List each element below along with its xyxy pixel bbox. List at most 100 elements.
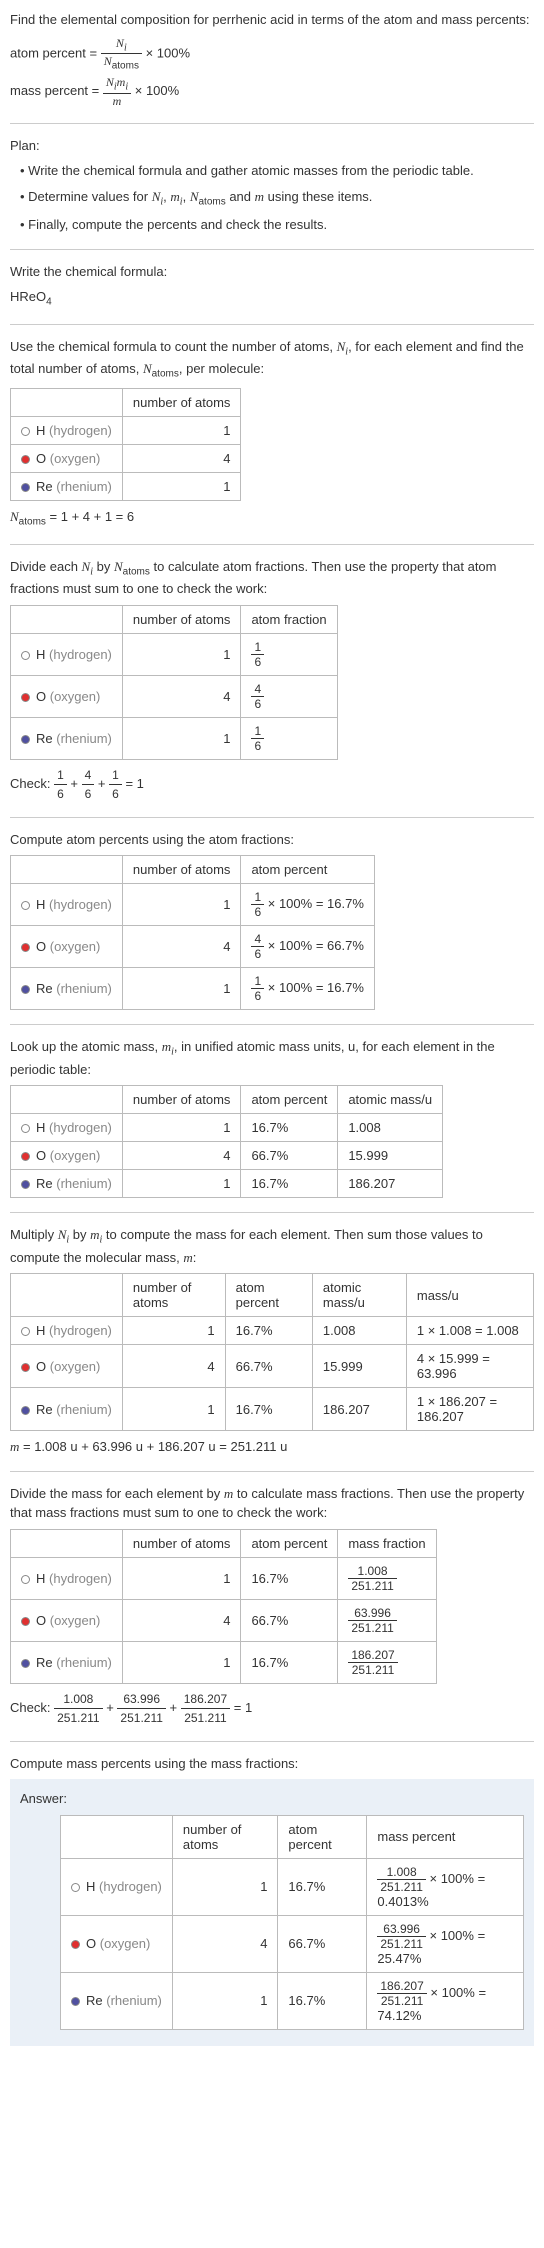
element-label: (oxygen) (50, 939, 101, 954)
table-row: O (oxygen)466.7%15.9994 × 15.999 = 63.99… (11, 1345, 534, 1388)
element-label: (hydrogen) (49, 1571, 112, 1586)
atomic-mass-table: number of atomsatom percentatomic mass/u… (10, 1085, 443, 1198)
element-cell: H (hydrogen) (11, 417, 123, 445)
frac-num: 1.008 (348, 1564, 397, 1579)
element-label: (rhenium) (56, 981, 112, 996)
element-label: (oxygen) (50, 689, 101, 704)
element-dot (21, 483, 30, 492)
atoms-cell: 1 (122, 633, 241, 675)
col-atoms: number of atoms (172, 1815, 278, 1858)
mass-table: number of atomsatom percentatomic mass/u… (10, 1273, 534, 1431)
frac-den: 6 (251, 739, 264, 753)
element-label: (hydrogen) (99, 1879, 162, 1894)
divider (10, 324, 534, 325)
divider (10, 817, 534, 818)
element-cell: Re (rhenium) (11, 1388, 123, 1431)
pct-result: × 100% = 16.7% (268, 980, 364, 995)
table-row: H (hydrogen)116.7%1.008 (11, 1114, 443, 1142)
divider (10, 1471, 534, 1472)
intro: Find the elemental composition for perrh… (10, 10, 534, 109)
heading: Use the chemical formula to count the nu… (10, 337, 534, 382)
divider (10, 123, 534, 124)
element-symbol: Re (36, 1655, 53, 1670)
table-row: O (oxygen)446 (11, 675, 338, 717)
atoms-cell: 4 (122, 1599, 241, 1641)
element-dot (21, 1180, 30, 1189)
atoms-cell: 1 (172, 1972, 278, 2029)
element-label: (hydrogen) (49, 897, 112, 912)
pct-cell: 16.7% (278, 1858, 367, 1915)
frac-cell: 1.008251.211 (338, 1557, 436, 1599)
col-atoms: number of atoms (122, 856, 241, 884)
element-cell: O (oxygen) (11, 675, 123, 717)
mass-cell: 1.008 (338, 1114, 443, 1142)
lhs: atom percent = (10, 45, 97, 60)
frac-cell: 16 (241, 717, 337, 759)
table-row: Re (rhenium)116.7%186.207251.211 × 100% … (61, 1972, 524, 2029)
element-symbol: H (86, 1879, 95, 1894)
atoms-cell: 1 (122, 1317, 225, 1345)
masspct-cell: 1.008251.211 × 100% = 0.4013% (367, 1858, 524, 1915)
pct-cell: 16 × 100% = 16.7% (241, 884, 374, 926)
col-pct: atom percent (278, 1815, 367, 1858)
element-cell: H (hydrogen) (11, 1557, 123, 1599)
element-label: (rhenium) (56, 1402, 112, 1417)
atoms-cell: 1 (122, 1557, 241, 1599)
col-pct: atom percent (225, 1274, 312, 1317)
frac-num: 1 (251, 974, 264, 989)
atoms-cell: 1 (122, 717, 241, 759)
plan-heading: Plan: (10, 136, 534, 156)
heading: Divide the mass for each element by m to… (10, 1484, 534, 1523)
element-label: (hydrogen) (49, 423, 112, 438)
frac-den: 251.211 (348, 1621, 397, 1635)
pct-cell: 16.7% (241, 1557, 338, 1599)
element-cell: O (oxygen) (11, 926, 123, 968)
heading: Multiply Ni by mi to compute the mass fo… (10, 1225, 534, 1267)
plan-bullet: • Determine values for Ni, mi, Natoms an… (10, 187, 534, 210)
table-row: Re (rhenium)116.7%186.207251.211 (11, 1641, 437, 1683)
pct-cell: 16.7% (225, 1388, 312, 1431)
element-symbol: O (36, 689, 46, 704)
atomic-mass: Look up the atomic mass, mi, in unified … (10, 1037, 534, 1198)
table-row: H (hydrogen)116.7%1.008251.211 × 100% = … (61, 1858, 524, 1915)
element-label: (hydrogen) (49, 1323, 112, 1338)
table-header: number of atomsatom fraction (11, 605, 338, 633)
frac-num: 186.207 (377, 1979, 426, 1994)
table-header: number of atomsatom percentmass fraction (11, 1529, 437, 1557)
atoms-cell: 1 (122, 1641, 241, 1683)
table-header: number of atomsatom percentmass percent (61, 1815, 524, 1858)
element-dot (21, 1363, 30, 1372)
atom-percent-formula: atom percent = NiNatoms × 100% (10, 36, 534, 72)
rhs: × 100% (146, 45, 190, 60)
table-row: O (oxygen)466.7%63.996251.211 (11, 1599, 437, 1641)
element-label: (rhenium) (56, 1176, 112, 1191)
table-row: Re (rhenium)116 × 100% = 16.7% (11, 968, 375, 1010)
col-mass: atomic mass/u (338, 1086, 443, 1114)
pct-cell: 16.7% (278, 1972, 367, 2029)
atom-fraction-table: number of atomsatom fraction H (hydrogen… (10, 605, 338, 760)
answer-box: Answer: number of atomsatom percentmass … (10, 1779, 534, 2046)
atoms-cell: 4 (172, 1915, 278, 1972)
element-label: (oxygen) (50, 1148, 101, 1163)
element-dot (21, 455, 30, 464)
element-dot (21, 901, 30, 910)
element-symbol: O (36, 939, 46, 954)
atoms-cell: 1 (122, 1170, 241, 1198)
massu-cell: 1 × 1.008 = 1.008 (406, 1317, 533, 1345)
check-label: Check: (10, 1700, 50, 1715)
divider (10, 1212, 534, 1213)
frac-den: 6 (251, 697, 264, 711)
element-symbol: O (36, 1148, 46, 1163)
element-symbol: Re (86, 1993, 103, 2008)
plan: Plan: • Write the chemical formula and g… (10, 136, 534, 235)
heading: Compute atom percents using the atom fra… (10, 830, 534, 850)
table-row: O (oxygen)4 (11, 445, 241, 473)
atoms-cell: 1 (122, 884, 241, 926)
element-symbol: H (36, 897, 45, 912)
atom-fractions: Divide each Ni by Natoms to calculate at… (10, 557, 534, 803)
element-cell: O (oxygen) (11, 1345, 123, 1388)
frac-den: 6 (251, 655, 264, 669)
frac-den: 6 (251, 947, 264, 961)
element-dot (21, 1659, 30, 1668)
element-dot (21, 735, 30, 744)
